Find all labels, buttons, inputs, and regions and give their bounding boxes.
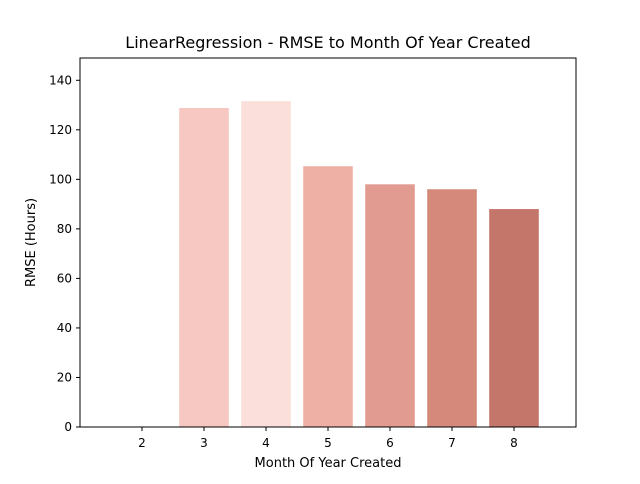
y-tick-label: 60 bbox=[57, 271, 72, 285]
plot-frame bbox=[79, 57, 577, 428]
y-axis: 0 20 40 60 80 100 120 140 bbox=[49, 73, 80, 434]
x-tick-label: 4 bbox=[262, 436, 270, 450]
bar-month-5 bbox=[303, 166, 353, 427]
y-tick-label: 80 bbox=[57, 222, 72, 236]
bar-month-4 bbox=[241, 101, 291, 427]
y-tick-label: 20 bbox=[57, 370, 72, 384]
x-axis-label: Month Of Year Created bbox=[255, 456, 402, 471]
bar-month-8 bbox=[489, 209, 539, 427]
y-tick-label: 100 bbox=[49, 172, 72, 186]
bar-month-7 bbox=[427, 189, 477, 427]
y-tick-label: 140 bbox=[49, 73, 72, 87]
x-axis: 2 3 4 5 6 7 8 bbox=[138, 427, 518, 450]
x-tick-label: 8 bbox=[510, 436, 518, 450]
x-tick-label: 5 bbox=[324, 436, 332, 450]
chart-title: LinearRegression - RMSE to Month Of Year… bbox=[125, 33, 530, 52]
y-tick-label: 120 bbox=[49, 123, 72, 137]
bars-layer bbox=[179, 101, 539, 427]
y-axis-label: RMSE (Hours) bbox=[24, 198, 39, 287]
bar-month-3 bbox=[179, 108, 229, 427]
x-tick-label: 6 bbox=[386, 436, 394, 450]
bar-month-6 bbox=[365, 184, 415, 427]
x-tick-label: 7 bbox=[448, 436, 456, 450]
x-tick-label: 2 bbox=[138, 436, 146, 450]
y-tick-label: 40 bbox=[57, 321, 72, 335]
y-tick-label: 0 bbox=[64, 420, 72, 434]
x-tick-label: 3 bbox=[200, 436, 208, 450]
